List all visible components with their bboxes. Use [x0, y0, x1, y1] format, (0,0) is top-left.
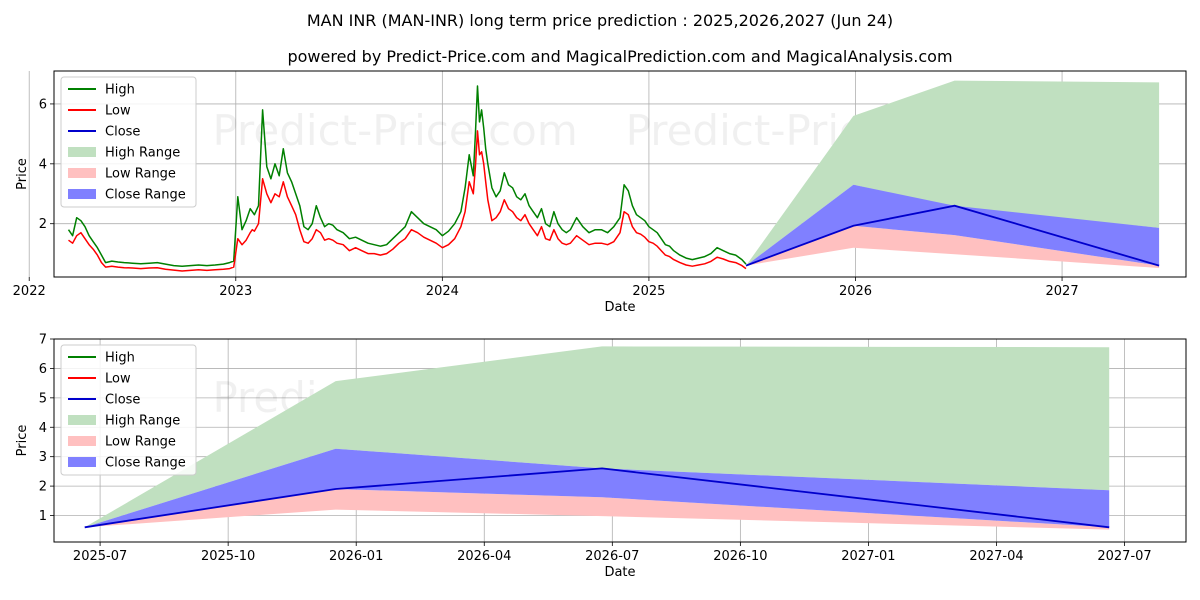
legend-patch-swatch: [68, 168, 96, 178]
x-tick-label: 2026-01: [329, 549, 383, 564]
legend-label: Low: [105, 372, 131, 387]
legend-label: Close Range: [105, 456, 186, 471]
low-series-line: [68, 130, 747, 272]
x-tick-label: 2026-10: [713, 549, 767, 564]
close-range-band: [746, 184, 1160, 266]
y-tick-label: 4: [39, 157, 47, 172]
legend-patch-swatch: [68, 457, 96, 467]
y-tick-label: 3: [39, 450, 47, 465]
legend-label: Close: [105, 125, 140, 140]
legend-patch-swatch: [68, 189, 96, 199]
legend-label: High: [105, 351, 135, 366]
close-series-line: [84, 467, 1110, 529]
x-tick-label: 2026-07: [585, 549, 639, 564]
legend-label: Low: [105, 104, 131, 119]
legend-label: High Range: [105, 414, 180, 429]
legend-patch-swatch: [68, 436, 96, 446]
x-tick-label: 2027-01: [841, 549, 895, 564]
plot-frame: [53, 70, 1187, 278]
high-range-band: [746, 80, 1160, 266]
x-tick-label: 2023: [219, 284, 252, 299]
x-tick-label: 2025: [632, 284, 665, 299]
y-tick-label: 2: [39, 217, 47, 232]
x-tick-label: 2025-10: [201, 549, 255, 564]
y-tick-label: 4: [39, 421, 47, 436]
x-tick-label: 2022: [13, 284, 46, 299]
y-tick-label: 7: [39, 333, 47, 348]
x-tick-label: 2026: [839, 284, 872, 299]
plot-area: [84, 346, 1110, 530]
watermark-text: Predict-Price.com: [212, 106, 577, 155]
bottom-panel: Predict-Price.comPredict-Price.com2025-0…: [15, 333, 1187, 580]
legend-patch-swatch: [68, 415, 96, 425]
y-axis-label: Price: [15, 425, 30, 457]
legend-patch-swatch: [68, 147, 96, 157]
high-range-band: [84, 346, 1110, 528]
x-axis-label: Date: [604, 300, 635, 315]
plot-frame: [53, 338, 1187, 543]
y-tick-label: 5: [39, 391, 47, 406]
high-series-line: [67, 85, 747, 267]
chart-subtitle: powered by Predict-Price.com and Magical…: [287, 47, 952, 66]
legend: High Low Close High Range Low Range Close Ran…: [60, 344, 197, 476]
x-tick-label: 2027-07: [1097, 549, 1151, 564]
x-axis-label: Date: [604, 565, 635, 580]
close-series-line: [745, 204, 1160, 267]
x-tick-label: 2026-04: [457, 549, 511, 564]
legend-label: Low Range: [105, 167, 176, 182]
x-tick-label: 2027: [1046, 284, 1079, 299]
legend-label: Close Range: [105, 188, 186, 203]
y-tick-label: 2: [39, 480, 47, 495]
legend-label: Low Range: [105, 435, 176, 450]
x-tick-label: 2025-07: [73, 549, 127, 564]
low-range-band: [746, 225, 1160, 268]
legend-label: High Range: [105, 146, 180, 161]
low-range-band: [84, 489, 1110, 530]
chart-title: MAN INR (MAN-INR) long term price predic…: [307, 11, 893, 30]
close-range-band: [84, 448, 1110, 528]
y-tick-label: 6: [39, 362, 47, 377]
y-tick-label: 6: [39, 97, 47, 112]
x-tick-label: 2024: [426, 284, 459, 299]
legend-label: High: [105, 83, 135, 98]
y-axis-label: Price: [15, 158, 30, 190]
x-tick-label: 2027-04: [969, 549, 1023, 564]
legend-label: Close: [105, 393, 140, 408]
plot-area: [67, 80, 1160, 272]
legend: High Low Close High Range Low Range Close Ran…: [60, 76, 197, 208]
y-tick-label: 1: [39, 509, 47, 524]
